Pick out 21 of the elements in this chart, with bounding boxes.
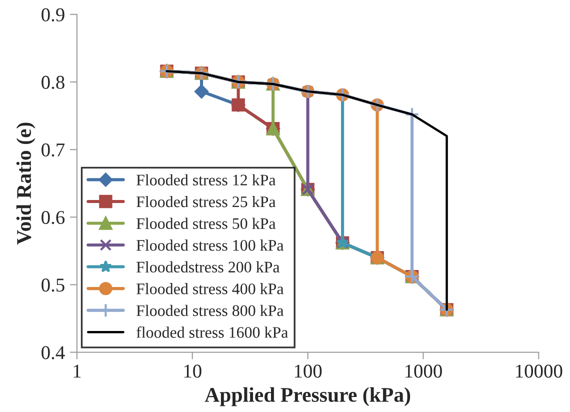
- legend-label: Flooded stress 400 kPa: [136, 283, 284, 294]
- y-tick-label: 0.5: [42, 278, 64, 292]
- x-axis-title: Applied Pressure (kPa): [204, 387, 410, 406]
- y-axis-title: Void Ratio (e): [16, 122, 36, 245]
- x-tick-label: 1000: [405, 364, 442, 378]
- y-tick-label: 0.4: [42, 346, 65, 360]
- legend-label: Flooded stress 100 kPa: [136, 240, 284, 251]
- y-tick-label: 0.9: [42, 8, 64, 22]
- x-tick-label: 10000: [516, 364, 562, 378]
- legend-label: Flooded stress 12 kPa: [136, 174, 276, 186]
- legend-label: Flooded stress 800 kPa: [136, 304, 284, 316]
- y-tick-label: 0.6: [42, 210, 65, 224]
- y-tick-label: 0.7: [42, 143, 65, 157]
- legend-label: Floodedstress 200 kPa: [136, 261, 280, 273]
- x-tick-label: 10: [184, 364, 202, 378]
- legend-label: flooded stress 1600 kPa: [136, 326, 288, 338]
- x-tick-label: 100: [294, 364, 322, 378]
- x-tick-label: 1: [74, 364, 81, 378]
- legend-label: Flooded stress 25 kPa: [136, 196, 276, 208]
- y-tick-label: 0.8: [42, 76, 64, 90]
- legend-label: Flooded stress 50 kPa: [136, 218, 276, 229]
